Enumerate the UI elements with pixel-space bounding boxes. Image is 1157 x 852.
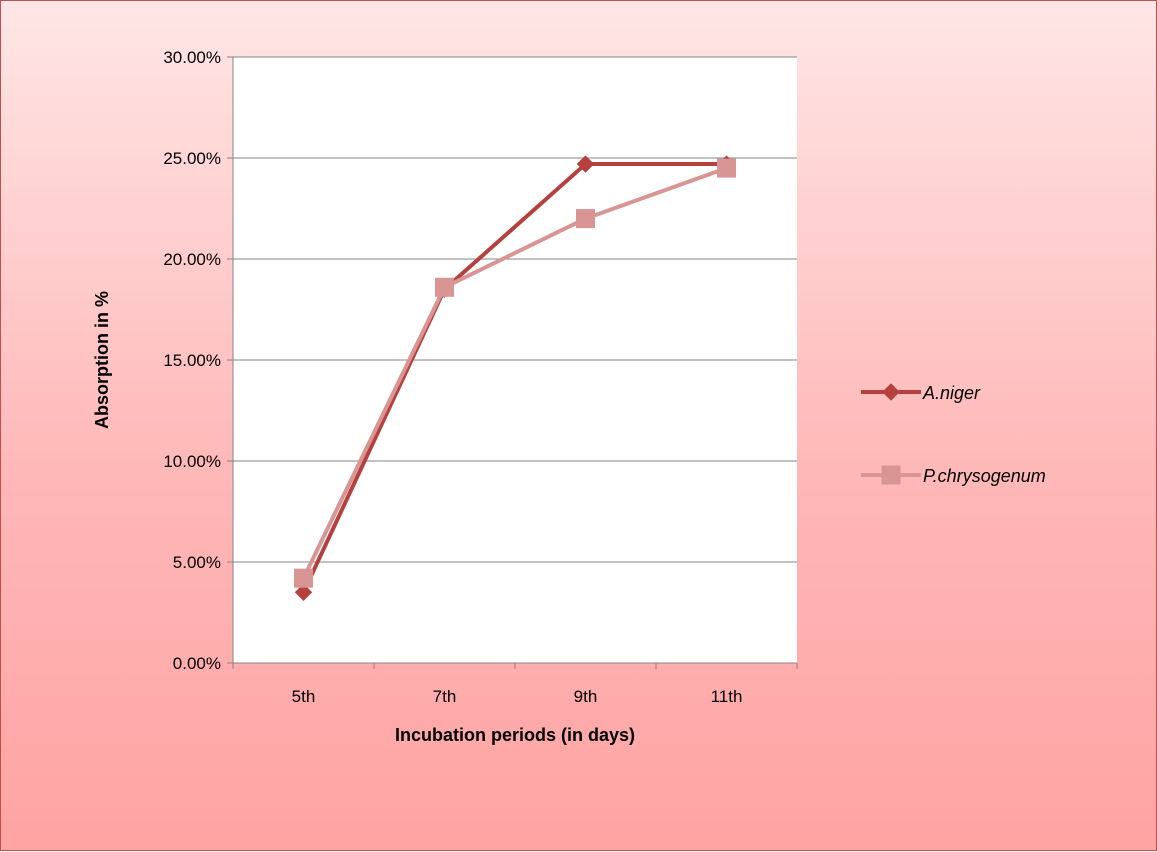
x-tick-label: 5th xyxy=(292,687,316,706)
data-point-0-2 xyxy=(576,155,595,173)
y-tick-label: 15.00% xyxy=(163,351,221,370)
data-point-0-0 xyxy=(294,583,313,602)
series-line-1 xyxy=(301,166,728,580)
x-tick-label: 9th xyxy=(574,687,598,706)
x-axis-title: Incubation periods (in days) xyxy=(395,725,635,745)
y-tick-label: 10.00% xyxy=(163,452,221,471)
y-tick-label: 30.00% xyxy=(163,48,221,67)
legend-marker xyxy=(881,465,901,485)
y-tick-label: 5.00% xyxy=(173,553,221,572)
legend-label: P.chrysogenum xyxy=(923,466,1046,486)
x-tick-label: 7th xyxy=(433,687,457,706)
series-line-0 xyxy=(301,162,727,594)
legend-marker xyxy=(882,383,900,401)
data-point-1-3 xyxy=(717,158,736,178)
y-tick-label: 0.00% xyxy=(173,654,221,673)
legend: A.niger P.chrysogenum xyxy=(861,383,1046,486)
x-tick-label: 11th xyxy=(711,687,743,706)
legend-label: A.niger xyxy=(922,383,981,403)
y-tick-label: 20.00% xyxy=(163,250,221,269)
y-axis-title: Absorption in % xyxy=(92,291,112,429)
data-point-1-2 xyxy=(576,209,595,229)
data-point-1-1 xyxy=(435,277,454,297)
data-point-1-0 xyxy=(294,568,313,588)
y-tick-label: 25.00% xyxy=(163,149,221,168)
